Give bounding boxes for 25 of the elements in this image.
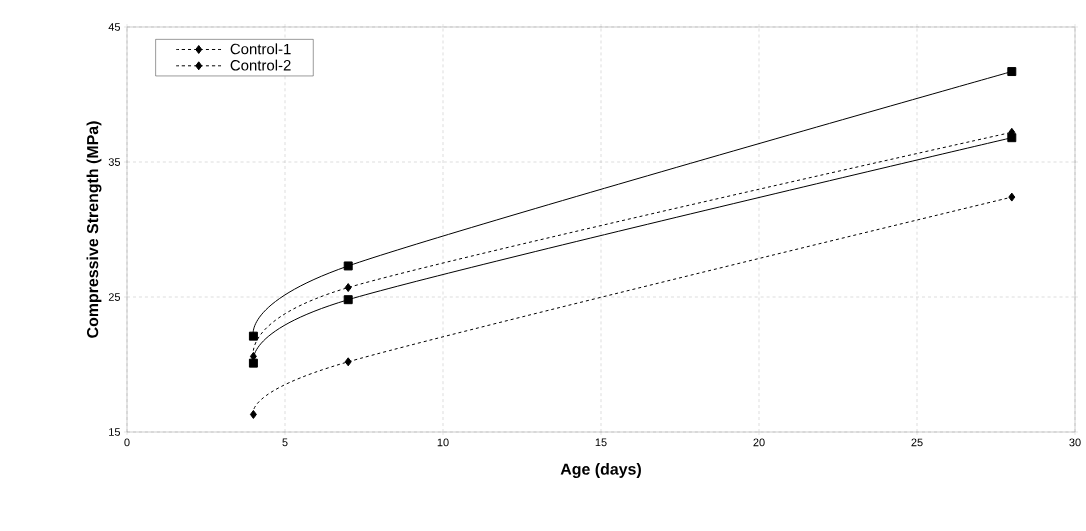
point: [1008, 192, 1016, 202]
x-axis-title: Age (days): [560, 463, 641, 478]
point: [1007, 67, 1017, 77]
point: [249, 409, 257, 419]
legend-label: Control-1: [230, 43, 291, 55]
x-tick-label: 5: [282, 438, 288, 447]
x-tick-label: 25: [911, 438, 923, 447]
y-tick-label: 15: [109, 428, 121, 436]
x-tick-label: 15: [595, 438, 607, 447]
point: [248, 331, 258, 341]
x-tick-label: 0: [124, 438, 130, 447]
x-tick-label: 10: [437, 438, 449, 447]
point: [343, 295, 353, 305]
point: [249, 351, 257, 361]
point: [344, 283, 352, 293]
x-tick-label: 30: [1069, 438, 1081, 447]
point: [344, 357, 352, 367]
legend-label: Control-2: [230, 59, 291, 71]
y-tick-label: 25: [108, 293, 121, 301]
y-tick-label: 45: [108, 23, 121, 31]
point: [248, 358, 258, 368]
y-axis-title: Compressive Strength (MPa): [86, 121, 102, 338]
point: [343, 261, 353, 271]
x-tick-label: 20: [753, 438, 765, 447]
y-tick-label: 35: [108, 158, 121, 166]
